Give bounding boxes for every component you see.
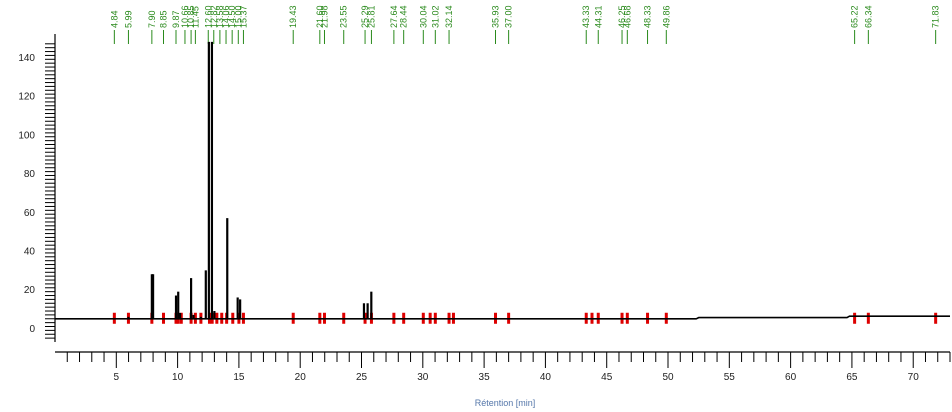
x-tick-label: 55 bbox=[724, 372, 736, 383]
peak-label: 10.66 bbox=[180, 5, 190, 28]
y-tick-label: 80 bbox=[24, 169, 36, 180]
peak-label: 48.33 bbox=[643, 5, 653, 28]
x-tick-label: 60 bbox=[785, 372, 797, 383]
peak-label: 49.86 bbox=[661, 5, 671, 28]
x-tick-label: 10 bbox=[172, 372, 184, 383]
peak-label: 5.99 bbox=[123, 10, 133, 28]
y-tick-label: 20 bbox=[24, 285, 36, 296]
x-tick-label: 20 bbox=[295, 372, 307, 383]
peak-label: 10.85 bbox=[186, 5, 196, 28]
peak-label: 35.93 bbox=[491, 5, 501, 28]
peak-label: 4.84 bbox=[109, 10, 119, 28]
y-tick-label: 120 bbox=[18, 92, 35, 103]
y-tick-label: 60 bbox=[24, 208, 36, 219]
peak-label: 11.45 bbox=[190, 6, 200, 28]
peak-label: 44.31 bbox=[593, 5, 603, 28]
x-tick-label: 30 bbox=[417, 372, 429, 383]
integration-mark bbox=[853, 312, 857, 324]
y-tick-label: 40 bbox=[24, 246, 36, 257]
x-tick-label: 35 bbox=[479, 372, 491, 383]
peak-label: 37.00 bbox=[504, 5, 514, 28]
peak-label: 25.29 bbox=[360, 5, 370, 28]
peak-label: 21.98 bbox=[319, 5, 329, 28]
y-axis: 0 20 40 60 80 100 120 140 bbox=[18, 34, 56, 342]
peak-label: 19.43 bbox=[288, 5, 298, 28]
x-tick-label: 65 bbox=[846, 372, 858, 383]
peak-label: 25.81 bbox=[366, 5, 376, 28]
x-tick-label: 25 bbox=[356, 372, 368, 383]
x-axis-title: Rétention [min] bbox=[475, 398, 536, 408]
peak-label: 32.14 bbox=[444, 5, 454, 28]
peak-label: 27.64 bbox=[389, 5, 399, 28]
peak-label: 65.22 bbox=[850, 5, 860, 28]
peak-label: 15.00 bbox=[233, 5, 243, 28]
y-tick-label: 140 bbox=[18, 53, 35, 64]
trace-layer bbox=[55, 41, 950, 320]
peak-label: 8.85 bbox=[159, 10, 169, 28]
peak-label: 13.58 bbox=[215, 5, 225, 28]
peak-label: 30.04 bbox=[418, 5, 428, 28]
y-tick-label: 0 bbox=[29, 324, 35, 335]
peak-label: 14.06 bbox=[221, 5, 231, 28]
x-tick-label: 45 bbox=[601, 372, 613, 383]
peak-label: 7.90 bbox=[147, 10, 157, 28]
x-tick-label: 70 bbox=[908, 372, 920, 383]
peak-label: 12.82 bbox=[209, 5, 219, 28]
peak-label: 9.87 bbox=[171, 10, 181, 28]
baseline-trace bbox=[55, 315, 950, 320]
peak-label: 21.60 bbox=[315, 5, 325, 28]
integration-mark bbox=[934, 312, 938, 324]
x-tick-label: 5 bbox=[114, 372, 120, 383]
x-tick-label: 15 bbox=[233, 372, 245, 383]
peak-label: 28.44 bbox=[399, 5, 409, 28]
peak-label: 12.60 bbox=[203, 5, 213, 28]
peak-label: 31.02 bbox=[430, 5, 440, 28]
y-tick-label: 100 bbox=[18, 130, 35, 141]
peak-label: 66.34 bbox=[863, 5, 873, 28]
peak-label: 15.37 bbox=[238, 5, 248, 28]
peak-label: 46.68 bbox=[622, 5, 632, 28]
peak-label: 14.50 bbox=[227, 5, 237, 28]
peak-label: 43.33 bbox=[581, 5, 591, 28]
x-axis: 5 10 15 20 25 30 35 40 45 50 55 60 65 70 bbox=[55, 351, 951, 383]
peak-label: 46.25 bbox=[617, 5, 627, 28]
peak-label: 71.83 bbox=[931, 5, 941, 28]
peak-label: 23.55 bbox=[339, 5, 349, 28]
x-tick-label: 50 bbox=[662, 372, 674, 383]
integration-mark bbox=[866, 312, 870, 324]
x-tick-label: 40 bbox=[540, 372, 552, 383]
